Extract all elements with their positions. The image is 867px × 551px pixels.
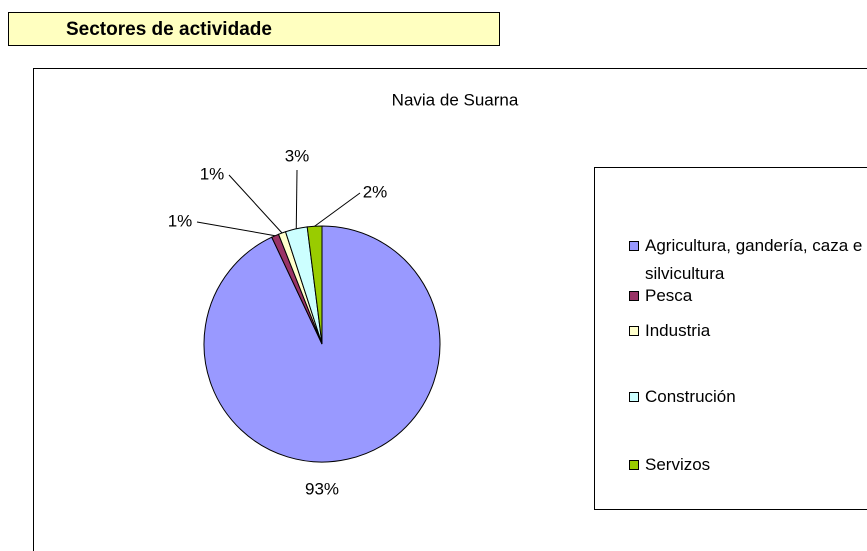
- leader-line: [196, 221, 276, 237]
- leader-line: [228, 174, 283, 234]
- legend-swatch: [629, 291, 639, 301]
- leader-line: [314, 192, 361, 227]
- legend-label: Servizos: [645, 455, 711, 474]
- data-label: 93%: [305, 479, 339, 498]
- data-label: 2%: [363, 182, 388, 201]
- legend-box: [594, 167, 867, 510]
- chart-frame: [33, 68, 867, 551]
- legend-label: Agricultura, gandería, caza e silvicultu…: [645, 236, 863, 283]
- legend-swatch: [629, 392, 639, 402]
- header-box: [8, 12, 500, 46]
- data-label: 1%: [168, 211, 193, 230]
- legend-label: Pesca: [645, 286, 693, 305]
- chart-title: Navia de Suarna: [392, 90, 519, 109]
- data-label: 3%: [285, 146, 310, 165]
- legend-swatch: [629, 460, 639, 470]
- legend-label: Construción: [645, 387, 736, 406]
- leader-line: [295, 169, 298, 229]
- data-label: 1%: [200, 164, 225, 183]
- header-title: Sectores de actividade: [66, 19, 272, 40]
- legend-swatch: [629, 326, 639, 336]
- legend-swatch: [629, 241, 639, 251]
- legend-label: Industria: [645, 321, 711, 340]
